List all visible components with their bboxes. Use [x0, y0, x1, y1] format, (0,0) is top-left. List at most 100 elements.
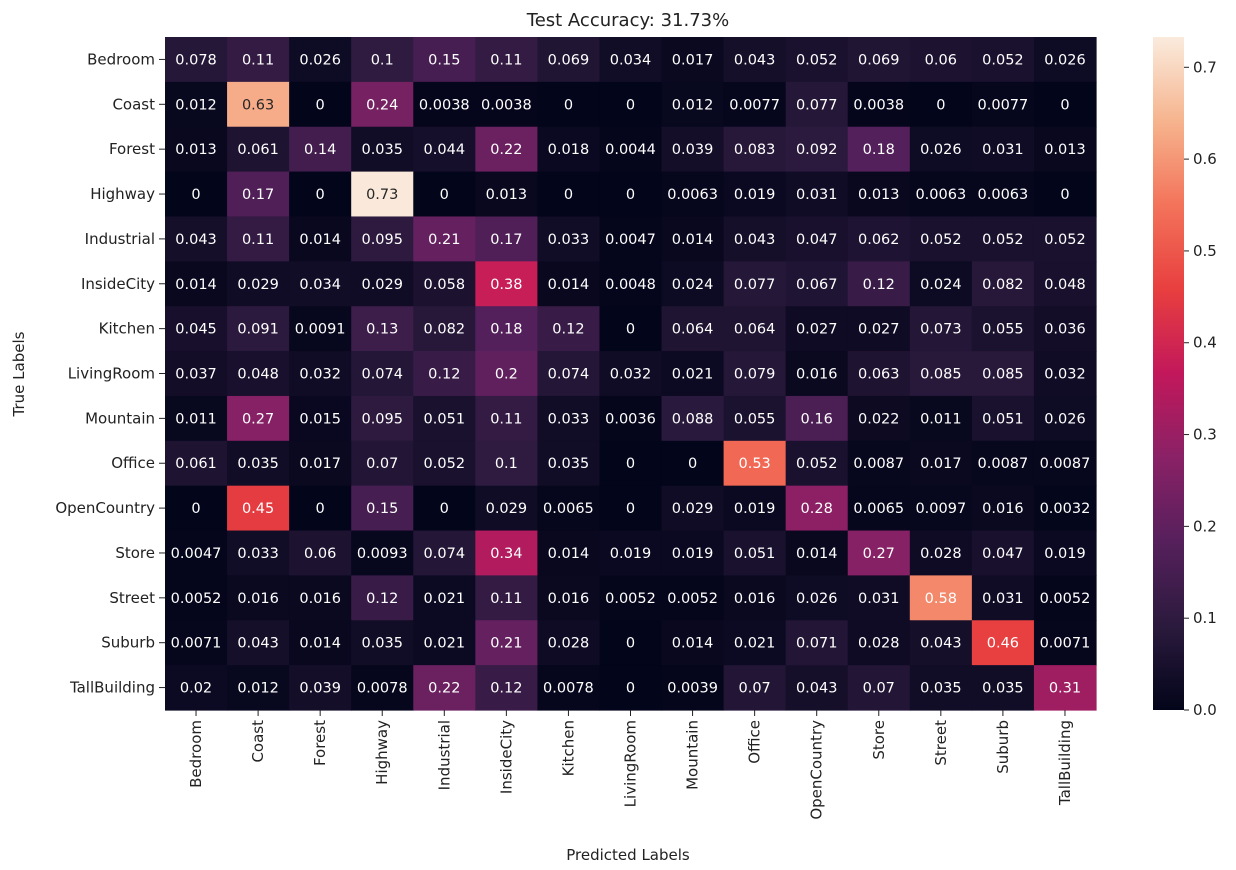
heatmap-cell — [165, 665, 228, 711]
x-tick-label: Mountain — [684, 720, 702, 790]
cell-value-label: 0.0052 — [605, 591, 656, 607]
cell-value-label: 0.07 — [366, 456, 398, 472]
cell-value-label: 0.014 — [548, 277, 590, 293]
cell-value-label: 0.1 — [371, 52, 394, 68]
heatmap-cell — [847, 261, 911, 307]
cell-value-label: 0.047 — [796, 232, 838, 248]
heatmap-cell — [475, 440, 538, 487]
heatmap-cell — [971, 261, 1035, 307]
heatmap-cell — [847, 530, 911, 576]
cell-value-label: 0.24 — [366, 97, 398, 113]
cell-value-label: 0.2 — [495, 367, 518, 383]
heatmap-cell — [723, 485, 787, 532]
heatmap-cell — [661, 126, 725, 173]
heatmap-cell — [413, 395, 476, 442]
heatmap-cell — [723, 81, 787, 128]
heatmap-cell — [537, 216, 601, 262]
cell-value-label: 0.06 — [304, 546, 336, 562]
colorbar-tick-label: 0.5 — [1193, 242, 1217, 260]
heatmap-cell — [475, 37, 538, 83]
cell-value-label: 0.0078 — [543, 681, 594, 697]
x-tick-label: TallBuilding — [1056, 720, 1074, 806]
heatmap-cell — [971, 440, 1035, 487]
heatmap-cell — [1033, 126, 1097, 173]
heatmap-cell — [1033, 81, 1097, 128]
cell-value-label: 0.12 — [490, 681, 522, 697]
heatmap-cell — [413, 530, 476, 576]
cell-value-label: 0.18 — [863, 142, 895, 158]
heatmap-cell — [971, 171, 1035, 218]
heatmap-cell — [661, 575, 725, 621]
cell-value-label: 0.12 — [428, 367, 460, 383]
heatmap-cell — [599, 126, 663, 173]
heatmap-cell — [971, 126, 1035, 173]
cell-value-label: 0.0078 — [357, 681, 408, 697]
cell-value-label: 0.012 — [237, 681, 279, 697]
heatmap-cell — [537, 665, 601, 711]
x-tick-label: Suburb — [994, 720, 1012, 774]
cell-value-label: 0.0052 — [171, 591, 222, 607]
cell-value-label: 0.047 — [982, 546, 1024, 562]
cell-value-label: 0.0065 — [853, 501, 904, 517]
heatmap-cell — [227, 665, 290, 711]
cell-value-label: 0.22 — [490, 142, 522, 158]
cell-value-label: 0.0036 — [605, 411, 656, 427]
heatmap-cell — [847, 620, 911, 666]
heatmap-cell — [661, 665, 725, 711]
heatmap-cell — [351, 171, 414, 218]
cell-value-label: 0.058 — [424, 277, 466, 293]
heatmap-cell — [1033, 575, 1097, 621]
heatmap-cell — [785, 306, 849, 352]
cell-value-label: 0.021 — [424, 591, 466, 607]
heatmap-cell — [537, 440, 601, 487]
heatmap-cell — [909, 485, 973, 532]
heatmap-cell — [785, 126, 849, 173]
cell-value-label: 0.12 — [366, 591, 398, 607]
heatmap-cell — [227, 81, 290, 128]
cell-value-label: 0.043 — [237, 636, 279, 652]
heatmap-cell — [971, 395, 1035, 442]
cell-value-label: 0.021 — [734, 636, 776, 652]
cell-value-label: 0.064 — [734, 322, 776, 338]
heatmap-cell — [351, 665, 414, 711]
heatmap-cell — [165, 485, 228, 532]
cell-value-label: 0.048 — [1044, 277, 1086, 293]
heatmap-cell — [475, 575, 538, 621]
heatmap-cell — [909, 575, 973, 621]
cell-value-label: 0 — [626, 97, 635, 113]
cell-value-label: 0.0077 — [729, 97, 780, 113]
heatmap-cell — [599, 575, 663, 621]
cell-value-label: 0.014 — [672, 232, 714, 248]
y-tick-label: Store — [115, 544, 155, 562]
cell-value-label: 0.012 — [672, 97, 714, 113]
cell-value-label: 0.017 — [920, 456, 962, 472]
heatmap-cell — [661, 306, 725, 352]
heatmap-cell — [413, 81, 476, 128]
heatmap-cell — [289, 530, 352, 576]
cell-value-label: 0.28 — [801, 501, 833, 517]
x-axis-label: Predicted Labels — [566, 846, 690, 864]
heatmap-cell — [847, 440, 911, 487]
cell-value-label: 0.31 — [1049, 681, 1081, 697]
heatmap-cell — [1033, 351, 1097, 397]
cell-value-label: 0.083 — [734, 142, 776, 158]
colorbar — [1153, 37, 1184, 710]
cell-value-label: 0.074 — [548, 367, 590, 383]
cell-value-label: 0.052 — [1044, 232, 1086, 248]
heatmap-cell — [289, 351, 352, 397]
cell-value-label: 0.018 — [548, 142, 590, 158]
cell-value-label: 0.035 — [237, 456, 279, 472]
cell-value-label: 0.73 — [366, 187, 398, 203]
heatmap-cell — [289, 485, 352, 532]
cell-value-label: 0.21 — [428, 232, 460, 248]
heatmap-grid: 0.078 0.11 0.026 0.1 0.15 0.11 0.069 0.034 0.017… — [165, 37, 1097, 711]
cell-value-label: 0.0091 — [295, 322, 346, 338]
heatmap-cell — [475, 530, 538, 576]
heatmap-cell — [1033, 485, 1097, 532]
cell-value-label: 0.15 — [366, 501, 398, 517]
heatmap-cell — [227, 171, 290, 218]
cell-value-label: 0 — [688, 456, 697, 472]
x-tick-label: Forest — [311, 720, 329, 766]
x-axis-ticks: Bedroom Coast Forest Highway Industrial Insid… — [187, 710, 1074, 820]
heatmap-cell — [165, 351, 228, 397]
